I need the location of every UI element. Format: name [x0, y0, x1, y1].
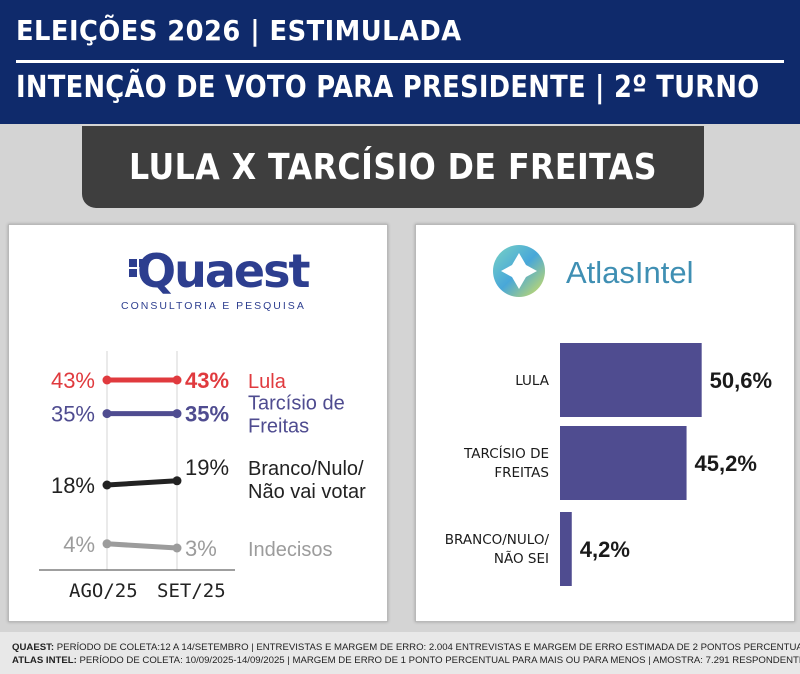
quaest-point — [172, 476, 182, 486]
quaest-logo-text: Quaest — [137, 244, 309, 298]
atlas-category-label: LULA — [515, 373, 550, 389]
atlas-logo-text: AtlasIntel — [566, 255, 694, 290]
quaest-end-label: 35% — [185, 402, 229, 427]
quaest-panel: Quaest CONSULTORIA E PESQUISA 43% 43% Lula… — [8, 224, 388, 622]
quaest-series-1: 35% 35% Tarcísio de Freitas — [51, 393, 345, 438]
header-banner: ELEIÇÕES 2026 | ESTIMULADA INTENÇÃO DE V… — [0, 0, 800, 124]
matchup-title-text: LULA X TARCÍSIO DE FREITAS — [129, 146, 657, 188]
quaest-point — [102, 480, 112, 490]
header-subtitle: INTENÇÃO DE VOTO PARA PRESIDENTE | 2º TU… — [16, 70, 760, 105]
footer-quaest-label: QUAEST: — [12, 642, 55, 653]
header-title: ELEIÇÕES 2026 | ESTIMULADA — [16, 14, 462, 47]
atlas-value-label: 45,2% — [695, 451, 757, 476]
quaest-series-name: Tarcísio de Freitas — [248, 393, 345, 438]
footer-quaest-note: QUAEST: PERÍODO DE COLETA:12 A 14/SETEMB… — [12, 642, 800, 653]
quaest-point — [102, 375, 112, 385]
quaest-x-tick: AGO/25 — [69, 580, 138, 602]
footer-atlas-label: ATLAS INTEL: — [12, 655, 77, 666]
quaest-point — [172, 409, 182, 419]
quaest-logo-tagline: CONSULTORIA E PESQUISA — [121, 300, 306, 312]
atlas-bars-group: 50,6% LULA 45,2% TARCÍSIO DE FREITAS 4,2% BRAN… — [445, 343, 772, 586]
quaest-end-label: 3% — [185, 536, 217, 561]
quaest-start-label: 4% — [63, 532, 95, 557]
atlas-bar-group-1: 45,2% TARCÍSIO DE FREITAS — [463, 426, 757, 500]
quaest-end-label: 19% — [185, 455, 229, 480]
footer-quaest-text: PERÍODO DE COLETA:12 A 14/SETEMBRO | ENT… — [54, 642, 800, 653]
quaest-series-name: Lula — [248, 371, 287, 393]
atlas-bar-group-2: 4,2% BRANCO/NULO/NÃO SEI — [445, 512, 630, 586]
quaest-chart: Quaest CONSULTORIA E PESQUISA 43% 43% Lula… — [39, 244, 366, 602]
atlas-value-label: 4,2% — [580, 537, 630, 562]
atlas-panel: AtlasIntel 50,6% LULA 45,2% TARCÍSIO DE FREI… — [415, 224, 795, 622]
atlas-value-label: 50,6% — [710, 368, 772, 393]
quaest-start-label: 35% — [51, 402, 95, 427]
quaest-logo: Quaest CONSULTORIA E PESQUISA — [121, 244, 311, 312]
atlas-bar — [560, 512, 572, 586]
matchup-title: LULA X TARCÍSIO DE FREITAS — [82, 126, 704, 208]
quaest-start-label: 43% — [51, 368, 95, 393]
atlas-chart: AtlasIntel 50,6% LULA 45,2% TARCÍSIO DE FREI… — [445, 245, 772, 586]
header-divider — [16, 60, 784, 63]
quaest-series-group: 43% 43% Lula 35% 35% Tarcísio de Freitas 18% 19%… — [51, 368, 366, 561]
footer-atlas-note: ATLAS INTEL: PERÍODO DE COLETA: 10/09/20… — [12, 655, 800, 666]
quaest-series-name: Indecisos — [248, 539, 333, 561]
quaest-point — [102, 409, 112, 419]
atlas-bar — [560, 426, 687, 500]
atlas-logo: AtlasIntel — [493, 245, 694, 297]
atlas-category-label: TARCÍSIO DE FREITAS — [463, 445, 549, 481]
quaest-series-name: Branco/Nulo/Não vai votar — [248, 458, 366, 503]
quaest-series-3: 4% 3% Indecisos — [63, 532, 332, 561]
atlas-bar — [560, 343, 702, 417]
quaest-point — [102, 539, 112, 549]
quaest-series-0: 43% 43% Lula — [51, 368, 287, 393]
quaest-point — [172, 375, 182, 385]
atlas-bar-group-0: 50,6% LULA — [515, 343, 772, 417]
footer-notes: QUAEST: PERÍODO DE COLETA:12 A 14/SETEMB… — [0, 632, 800, 674]
quaest-series-line — [106, 541, 178, 551]
quaest-series-line — [106, 478, 178, 488]
quaest-start-label: 18% — [51, 473, 95, 498]
atlas-category-label: BRANCO/NULO/NÃO SEI — [445, 532, 550, 567]
quaest-x-tick: SET/25 — [157, 580, 226, 602]
footer-atlas-text: PERÍODO DE COLETA: 10/09/2025-14/09/2025… — [76, 655, 800, 666]
quaest-end-label: 43% — [185, 368, 229, 393]
quaest-point — [172, 543, 182, 553]
quaest-x-ticks: AGO/25 SET/25 — [69, 580, 226, 602]
quaest-series-2: 18% 19% Branco/Nulo/Não vai votar — [51, 455, 366, 503]
